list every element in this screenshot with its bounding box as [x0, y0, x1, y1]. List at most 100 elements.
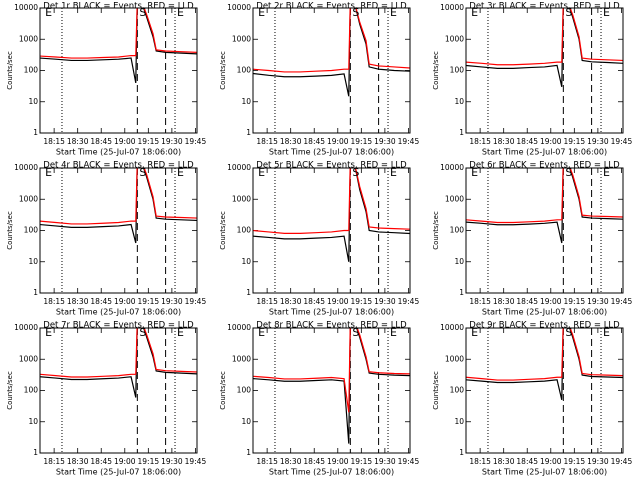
series-line [466, 168, 623, 224]
annotation: S [352, 166, 359, 179]
x-tick-label: 18:15 [256, 137, 278, 146]
y-tick-label: 1 [459, 128, 464, 137]
y-tick-label: 10 [454, 97, 464, 106]
annotation: S [139, 6, 146, 19]
chart-title: Det 9r BLACK = Events, RED = LLD [469, 321, 620, 331]
y-tick-label: 10000 [14, 323, 38, 332]
y-tick-label: 100 [24, 386, 39, 395]
x-tick-label: 19:15 [564, 457, 586, 466]
x-tick-label: 18:30 [280, 297, 302, 306]
x-tick-label: 18:30 [493, 137, 515, 146]
x-tick-label: 19:15 [138, 137, 160, 146]
y-tick-label: 10 [241, 257, 251, 266]
x-tick-label: 18:30 [67, 457, 89, 466]
annotation: E [603, 6, 610, 19]
annotation: E [390, 166, 397, 179]
annotation: E [177, 166, 184, 179]
annotation: E [45, 6, 52, 19]
panel: Det 9r BLACK = Events, RED = LLD Start Ti… [432, 321, 632, 477]
annotation: E [603, 166, 610, 179]
annotation: E [258, 6, 265, 19]
y-tick-label: 10000 [440, 163, 464, 172]
x-axis-label: Start Time (25-Jul-07 18:06:00) [482, 468, 607, 477]
y-axis-label: Counts/sec [6, 51, 14, 90]
y-tick-label: 100 [450, 226, 465, 235]
x-axis-label: Start Time (25-Jul-07 18:06:00) [482, 148, 607, 157]
x-tick-label: 18:45 [90, 137, 112, 146]
x-tick-label: 19:45 [398, 137, 420, 146]
x-tick-label: 18:45 [516, 297, 538, 306]
chart-title: Det 6r BLACK = Events, RED = LLD [469, 161, 620, 171]
y-tick-label: 10 [28, 97, 38, 106]
x-tick-label: 18:15 [256, 297, 278, 306]
x-tick-label: 18:45 [516, 457, 538, 466]
x-tick-label: 19:30 [587, 297, 609, 306]
x-axis-label: Start Time (25-Jul-07 18:06:00) [269, 308, 394, 317]
x-tick-label: 19:45 [611, 297, 633, 306]
x-tick-label: 19:15 [351, 457, 373, 466]
y-axis-label: Counts/sec [219, 51, 227, 90]
x-tick-label: 19:45 [398, 457, 420, 466]
y-tick-label: 1 [246, 128, 251, 137]
plot-frame [465, 167, 624, 294]
series-line [253, 168, 410, 234]
panel: Det 6r BLACK = Events, RED = LLD Start Ti… [432, 161, 633, 317]
y-tick-label: 100 [450, 66, 465, 75]
x-tick-label: 19:00 [327, 457, 349, 466]
x-tick-label: 19:30 [374, 457, 396, 466]
x-tick-label: 19:45 [185, 457, 207, 466]
annotation: S [565, 326, 572, 339]
x-tick-label: 19:00 [114, 457, 136, 466]
x-tick-label: 18:15 [43, 297, 65, 306]
series-line [253, 328, 410, 413]
annotation: S [139, 326, 146, 339]
x-tick-label: 18:30 [493, 297, 515, 306]
y-axis-label: Counts/sec [219, 211, 227, 250]
x-tick-label: 19:15 [138, 297, 160, 306]
x-tick-label: 19:15 [351, 297, 373, 306]
series-line [466, 8, 623, 66]
y-tick-label: 100 [237, 386, 252, 395]
chart-title: Det 4r BLACK = Events, RED = LLD [43, 161, 194, 171]
y-tick-label: 1000 [445, 34, 464, 43]
x-tick-label: 18:45 [90, 457, 112, 466]
y-axis-label: Counts/sec [432, 51, 440, 90]
chart-title: Det 8r BLACK = Events, RED = LLD [256, 321, 407, 331]
plot-frame [39, 7, 198, 134]
x-tick-label: 19:15 [138, 457, 160, 466]
x-tick-label: 19:00 [327, 297, 349, 306]
panel: Det 1r BLACK = Events, RED = LLD Start Ti… [6, 2, 206, 157]
x-axis-label: Start Time (25-Jul-07 18:06:00) [269, 468, 394, 477]
series-line [40, 8, 197, 59]
x-tick-label: 18:45 [90, 297, 112, 306]
y-axis-label: Counts/sec [432, 371, 440, 410]
y-tick-label: 1 [459, 288, 464, 297]
plot-frame [252, 7, 411, 134]
y-tick-label: 100 [450, 386, 465, 395]
y-tick-label: 1000 [19, 194, 38, 203]
x-tick-label: 18:15 [256, 457, 278, 466]
chart-title: Det 3r BLACK = Events, RED = LLD [469, 2, 620, 12]
series-line [466, 328, 623, 381]
annotation: E [177, 326, 184, 339]
y-tick-label: 10000 [227, 323, 251, 332]
plot-frame [465, 7, 624, 134]
chart-title: Det 2r BLACK = Events, RED = LLD [256, 2, 407, 12]
x-tick-label: 19:15 [564, 297, 586, 306]
y-tick-label: 100 [24, 226, 39, 235]
y-tick-label: 10000 [227, 3, 251, 12]
panel: Det 7r BLACK = Events, RED = LLD Start Ti… [6, 321, 207, 477]
x-tick-label: 19:30 [161, 137, 183, 146]
y-tick-label: 100 [237, 66, 252, 75]
annotation: E [45, 166, 52, 179]
x-tick-label: 19:00 [327, 137, 349, 146]
panel: Det 2r BLACK = Events, RED = LLD Start Ti… [219, 2, 420, 157]
y-tick-label: 10 [28, 417, 38, 426]
x-tick-label: 18:15 [43, 137, 65, 146]
y-tick-label: 10000 [14, 163, 38, 172]
annotation: E [471, 166, 478, 179]
x-tick-label: 19:00 [114, 297, 136, 306]
x-tick-label: 19:30 [374, 137, 396, 146]
